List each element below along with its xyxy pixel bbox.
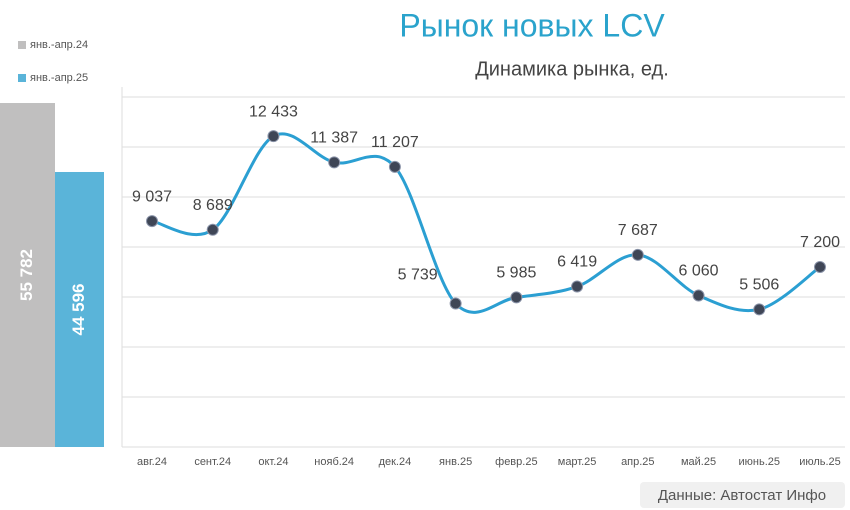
marker (753, 303, 766, 316)
marker (449, 297, 462, 310)
marker (267, 130, 280, 143)
x-tick-label: дек.24 (379, 456, 412, 468)
line (151, 132, 821, 314)
marker (388, 160, 401, 173)
marker (146, 215, 158, 228)
x-tick-label: окт.24 (258, 456, 288, 468)
marker (510, 291, 523, 304)
data-label: 6 419 (557, 254, 597, 271)
data-label: 12 433 (249, 103, 298, 120)
data-label: 5 739 (398, 267, 438, 284)
bar (55, 171, 104, 447)
legend-label: янв.-апр.25 (30, 72, 88, 84)
marker (631, 248, 644, 261)
x-tick-label: янв.25 (439, 456, 472, 468)
x-tick-label: авг.24 (137, 456, 167, 468)
source: Данные: Автостат Инфо (658, 487, 826, 504)
source-box (640, 482, 845, 508)
data-label: 9 037 (132, 188, 172, 205)
data-label: 7 687 (618, 222, 658, 239)
chart-title: Рынок новых LCV (399, 7, 665, 43)
data-label: 8 689 (193, 197, 233, 214)
marker (692, 289, 705, 302)
data-label: 5 506 (739, 277, 779, 294)
marker (328, 156, 341, 169)
x-tick-label: нояб.24 (314, 456, 354, 468)
legend-swatch (18, 41, 26, 49)
x-tick-label: июль.25 (799, 456, 841, 468)
data-label: 11 207 (371, 134, 419, 151)
bar-value-label: 44 596 (69, 283, 88, 335)
data-label: 5 985 (496, 265, 536, 282)
bar-value-label: 55 782 (17, 249, 36, 301)
data-label: 6 060 (679, 263, 719, 280)
x-tick-label: май.25 (681, 456, 716, 468)
legend-swatch (18, 74, 26, 82)
x-tick-label: февр.25 (495, 456, 537, 468)
data-label: 7 200 (800, 234, 840, 251)
x-tick-label: сент.24 (194, 456, 231, 468)
marker (571, 280, 584, 293)
marker (814, 261, 826, 273)
x-tick-label: март.25 (558, 456, 597, 468)
x-tick-label: июнь.25 (739, 456, 781, 468)
marker (206, 223, 219, 236)
x-tick-label: апр.25 (621, 456, 654, 468)
data-label: 11 387 (310, 130, 358, 147)
chart-subtitle: Динамика рынка, ед. (475, 58, 669, 80)
bar (0, 103, 55, 448)
legend-label: янв.-апр.24 (30, 39, 88, 51)
